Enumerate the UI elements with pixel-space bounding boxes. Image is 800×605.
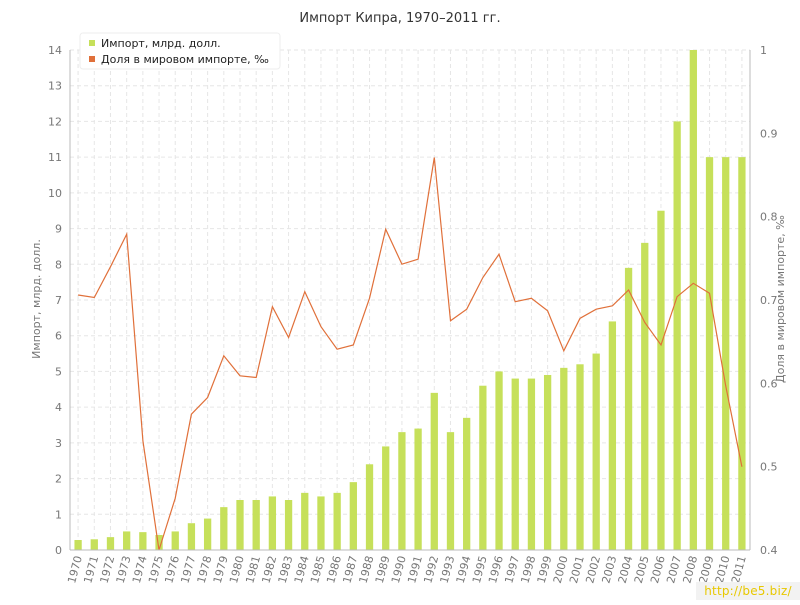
legend-swatch-share [89, 56, 95, 62]
left-tick-label: 2 [55, 473, 62, 486]
left-tick-label: 13 [48, 80, 62, 93]
bar [608, 321, 617, 550]
legend-swatch-import [89, 40, 95, 46]
bar [689, 50, 697, 550]
bar [74, 540, 82, 550]
share-line [78, 157, 743, 551]
bar [139, 532, 147, 550]
bar [203, 518, 212, 550]
left-tick-label: 9 [55, 223, 62, 236]
bar [543, 375, 552, 550]
right-tick-label: 0.7 [760, 294, 778, 307]
legend: Импорт, млрд. долл. Доля в мировом импор… [79, 32, 281, 70]
bar [430, 392, 438, 550]
bar [527, 378, 536, 550]
right-tick-label: 0.5 [760, 461, 778, 474]
bar [268, 496, 277, 550]
bar [511, 378, 519, 550]
right-axis-label: Доля в мировом импорте, ‰ [774, 215, 787, 383]
bar [560, 367, 568, 550]
bar [284, 500, 293, 550]
left-tick-label: 1 [55, 508, 62, 521]
bar-series [74, 50, 746, 550]
left-tick-label: 12 [48, 115, 62, 128]
left-tick-label: 11 [48, 151, 62, 164]
bar [495, 371, 503, 550]
left-tick-label: 0 [55, 544, 62, 557]
x-axis-ticks: 1970197119721973197419751976197719781979… [65, 554, 749, 584]
bar [738, 157, 746, 550]
left-tick-label: 6 [55, 330, 62, 343]
bar [446, 432, 455, 550]
left-axis-label: Импорт, млрд. долл. [30, 239, 43, 359]
bar [220, 507, 228, 550]
left-tick-label: 4 [55, 401, 62, 414]
right-tick-label: 0.4 [760, 544, 778, 557]
left-tick-label: 10 [48, 187, 62, 200]
bar [592, 353, 600, 550]
bar [236, 500, 244, 550]
left-tick-label: 8 [55, 258, 62, 271]
bar [722, 157, 730, 550]
bar [463, 417, 471, 550]
bar [317, 496, 325, 550]
left-tick-label: 5 [55, 365, 62, 378]
bar [252, 500, 260, 550]
right-tick-label: 0.9 [760, 127, 778, 140]
watermark-link[interactable]: http://be5.biz/ [696, 582, 800, 600]
bar [301, 492, 309, 550]
left-tick-label: 7 [55, 294, 62, 307]
bar [657, 210, 665, 550]
chart-title: Импорт Кипра, 1970–2011 гг. [299, 11, 500, 26]
bar [333, 492, 341, 550]
bar [414, 428, 422, 550]
legend-label-share: Доля в мировом импорте, ‰ [101, 53, 269, 66]
bar [171, 531, 179, 550]
bar [641, 242, 649, 550]
bar [155, 535, 163, 550]
bar [624, 267, 633, 550]
bar [673, 121, 681, 550]
right-tick-label: 1 [760, 44, 767, 57]
bar [398, 432, 406, 550]
left-tick-label: 3 [55, 437, 62, 450]
right-tick-label: 0.8 [760, 211, 778, 224]
bar [365, 464, 374, 550]
bar [479, 385, 487, 550]
bar [349, 482, 357, 550]
bar [123, 531, 131, 550]
right-tick-label: 0.6 [760, 377, 778, 390]
left-tick-label: 14 [48, 44, 62, 57]
axes [69, 50, 751, 551]
bar [106, 537, 115, 550]
legend-box [79, 32, 281, 70]
bar [90, 539, 98, 550]
bar [382, 446, 390, 550]
right-axis-ticks: 0.4 0.5 0.6 0.7 0.8 0.9 1 [760, 44, 778, 557]
bar [187, 523, 196, 550]
legend-label-import: Импорт, млрд. долл. [101, 37, 221, 50]
bar [705, 157, 714, 550]
bar [576, 364, 584, 550]
